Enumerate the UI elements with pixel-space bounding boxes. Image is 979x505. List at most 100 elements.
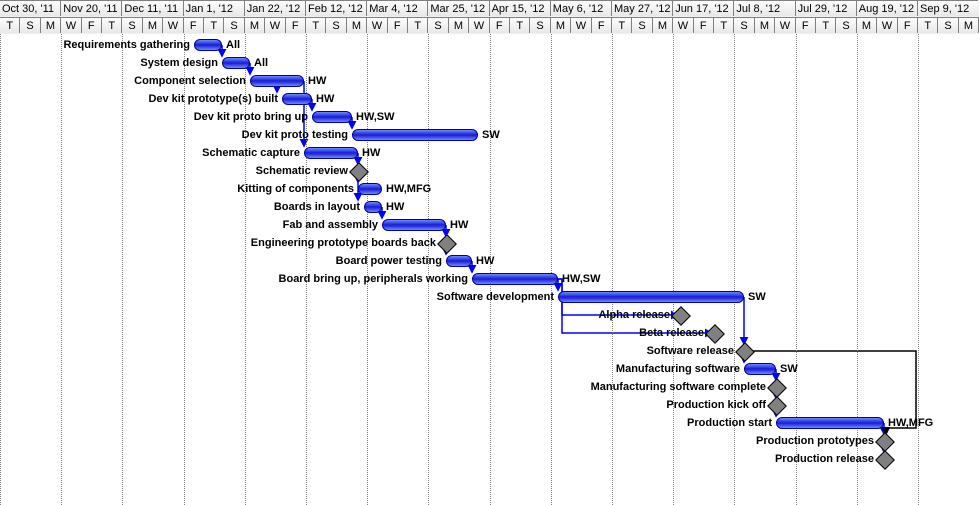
timeline-day-cell: S xyxy=(19,17,39,33)
task-label: Alpha release xyxy=(0,306,670,324)
task-bar[interactable] xyxy=(312,111,352,123)
task-bar[interactable] xyxy=(382,219,446,231)
task-label: Schematic review xyxy=(0,162,348,180)
timeline-month-cell: Jan 22, '12 xyxy=(244,0,305,16)
timeline-month-cell: Aug 19, '12 xyxy=(856,0,917,16)
timeline-day-cell: T xyxy=(407,17,427,33)
timeline-day-cell: T xyxy=(203,17,223,33)
task-row: Requirements gatheringAll xyxy=(0,36,979,54)
task-label: Fab and assembly xyxy=(0,216,378,234)
task-bar[interactable] xyxy=(558,291,744,303)
timeline-day-cell: F xyxy=(489,17,509,33)
timeline-day-cell: W xyxy=(264,17,284,33)
task-bar[interactable] xyxy=(776,417,884,429)
timeline-month-cell: Jul 8, '12 xyxy=(733,0,794,16)
task-row: Fab and assemblyHW xyxy=(0,216,979,234)
task-label: Requirements gathering xyxy=(0,36,190,54)
timeline-day-cell: M xyxy=(856,17,876,33)
task-row: Dev kit proto bring up HW,SW xyxy=(0,108,979,126)
task-label: Software development xyxy=(0,288,554,306)
timeline-day-cell: T xyxy=(0,17,19,33)
task-label: Beta release xyxy=(0,324,704,342)
task-row: Production prototypes xyxy=(0,432,979,450)
timeline-day-cell: M xyxy=(346,17,366,33)
task-row: Kitting of componentsHW,MFG xyxy=(0,180,979,198)
timeline-month-cell: Dec 11, '11 xyxy=(121,0,182,16)
task-row: Dev kit proto testingSW xyxy=(0,126,979,144)
task-resource-label: HW,MFG xyxy=(386,180,431,198)
timeline-day-cell: F xyxy=(795,17,815,33)
milestone-diamond[interactable] xyxy=(875,432,895,452)
task-resource-label: HW,SW xyxy=(356,108,395,126)
task-row: Dev kit prototype(s) builtHW xyxy=(0,90,979,108)
task-bar[interactable] xyxy=(744,363,776,375)
timeline-day-cell: M xyxy=(448,17,468,33)
timeline-day-cell: S xyxy=(325,17,345,33)
gantt-chart: Oct 30, '11Nov 20, '11Dec 11, '11Jan 1, … xyxy=(0,0,979,505)
task-bar[interactable] xyxy=(352,129,478,141)
task-row: Board power testingHW xyxy=(0,252,979,270)
milestone-diamond[interactable] xyxy=(767,396,787,416)
task-bar[interactable] xyxy=(364,201,382,213)
task-label: Board bring up, peripherals working xyxy=(0,270,468,288)
task-row: Production release xyxy=(0,450,979,468)
task-row: Software release xyxy=(0,342,979,360)
timeline-day-cell: M xyxy=(958,17,978,33)
timeline-month-cell: Oct 30, '11 xyxy=(0,0,60,16)
task-bar[interactable] xyxy=(222,57,250,69)
timeline-month-cell: Feb 12, '12 xyxy=(305,0,366,16)
task-bar[interactable] xyxy=(250,75,304,87)
task-bar[interactable] xyxy=(194,39,222,51)
task-bar[interactable] xyxy=(358,183,382,195)
milestone-diamond[interactable] xyxy=(437,234,457,254)
task-label: Schematic capture xyxy=(0,144,300,162)
timeline-day-cell: F xyxy=(693,17,713,33)
task-row: Software developmentSW xyxy=(0,288,979,306)
timeline-month-cell: May 27, '12 xyxy=(611,0,672,16)
task-label: Production start xyxy=(0,414,772,432)
milestone-diamond[interactable] xyxy=(875,450,895,470)
task-bar[interactable] xyxy=(304,147,358,159)
timeline-month-row: Oct 30, '11Nov 20, '11Dec 11, '11Jan 1, … xyxy=(0,0,979,17)
milestone-diamond[interactable] xyxy=(735,342,755,362)
task-label: Engineering prototype boards back xyxy=(0,234,436,252)
task-label: Dev kit proto bring up xyxy=(0,108,308,126)
timeline-day-cell: W xyxy=(162,17,182,33)
task-bar[interactable] xyxy=(282,93,312,105)
task-label: Boards in layout xyxy=(0,198,360,216)
timeline-month-cell: Mar 25, '12 xyxy=(427,0,488,16)
task-row: Board bring up, peripherals workingHW,SW xyxy=(0,270,979,288)
timeline-day-cell: W xyxy=(774,17,794,33)
task-label: Production release xyxy=(0,450,874,468)
task-row: Manufacturing software complete xyxy=(0,378,979,396)
timeline-month-cell: Apr 15, '12 xyxy=(489,0,550,16)
timeline-month-cell: Sep 9, '12 xyxy=(917,0,978,16)
milestone-diamond[interactable] xyxy=(705,324,725,344)
task-row: Schematic review xyxy=(0,162,979,180)
milestone-diamond[interactable] xyxy=(349,162,369,182)
milestone-diamond[interactable] xyxy=(767,378,787,398)
milestone-diamond[interactable] xyxy=(671,306,691,326)
task-bar[interactable] xyxy=(472,273,558,285)
timeline-day-cell: T xyxy=(713,17,733,33)
timeline-day-cell: M xyxy=(652,17,672,33)
timeline-day-cell: F xyxy=(81,17,101,33)
timeline-day-cell: S xyxy=(835,17,855,33)
timeline-header: Oct 30, '11Nov 20, '11Dec 11, '11Jan 1, … xyxy=(0,0,979,34)
timeline-day-cell: T xyxy=(101,17,121,33)
timeline-day-cell: W xyxy=(468,17,488,33)
task-bar[interactable] xyxy=(446,255,472,267)
timeline-month-cell: Jun 17, '12 xyxy=(672,0,733,16)
timeline-day-cell: M xyxy=(142,17,162,33)
task-row: System designAll xyxy=(0,54,979,72)
task-resource-label: All xyxy=(254,54,268,72)
task-row: Production kick off xyxy=(0,396,979,414)
task-resource-label: HW xyxy=(308,72,326,90)
timeline-month-cell: Mar 4, '12 xyxy=(366,0,427,16)
task-resource-label: HW xyxy=(386,198,404,216)
task-label: Dev kit proto testing xyxy=(0,126,348,144)
timeline-day-cell: T xyxy=(509,17,529,33)
task-row: Production startHW,MFG xyxy=(0,414,979,432)
task-label: Manufacturing software complete xyxy=(0,378,766,396)
timeline-day-row: TSMWFTSMWFTSMWFTSMWFTSMWFTSMWFTSMWFTSMWF… xyxy=(0,17,979,34)
